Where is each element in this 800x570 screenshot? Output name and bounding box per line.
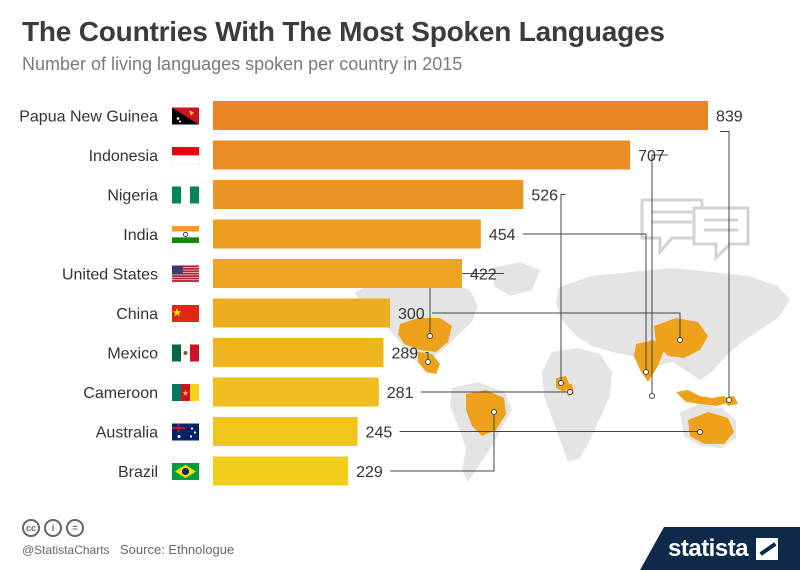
value-label: 300 bbox=[398, 306, 425, 323]
category-label: Australia bbox=[96, 425, 158, 442]
value-label: 289 bbox=[392, 346, 419, 363]
leader-line bbox=[522, 233, 647, 372]
leader-line bbox=[560, 194, 566, 383]
map-africa bbox=[542, 348, 612, 462]
source-note: Source: Ethnologue bbox=[120, 542, 235, 557]
value-labels: 839 707 526 454 422 300 289 281 245 229 bbox=[356, 109, 743, 482]
value-label: 281 bbox=[387, 385, 414, 402]
leader-line bbox=[399, 431, 701, 432]
leader-line bbox=[651, 154, 669, 396]
india-flag-icon bbox=[172, 226, 199, 243]
statista-mark-icon bbox=[756, 537, 779, 560]
leader-dot bbox=[643, 369, 649, 375]
map-highlight-indonesia bbox=[676, 390, 732, 406]
bar-australia bbox=[213, 417, 358, 446]
leader-dot bbox=[726, 397, 732, 403]
value-label: 707 bbox=[638, 148, 665, 165]
leader-dot bbox=[697, 429, 703, 435]
twitter-handle[interactable]: @StatistaCharts bbox=[22, 543, 110, 557]
category-label: Papua New Guinea bbox=[19, 109, 158, 126]
value-label: 229 bbox=[356, 464, 383, 481]
map-highlight-australia bbox=[688, 412, 734, 444]
united-states-flag-icon bbox=[171, 265, 200, 283]
bar-papua-new-guinea bbox=[213, 101, 708, 130]
chart-subtitle: Number of living languages spoken per co… bbox=[22, 54, 463, 74]
indonesia-flag-icon bbox=[171, 147, 200, 165]
no-derivatives-icon[interactable]: = bbox=[66, 519, 84, 537]
map-greenland bbox=[492, 262, 540, 296]
leader-line bbox=[425, 352, 429, 362]
bar-cameroon bbox=[213, 377, 379, 407]
leader-dot bbox=[677, 337, 683, 343]
category-label: Indonesia bbox=[89, 148, 158, 165]
cc-icon[interactable]: cc bbox=[22, 519, 40, 537]
bar-brazil bbox=[213, 456, 349, 486]
bar-indonesia bbox=[213, 140, 631, 170]
map-highlight-india bbox=[634, 340, 664, 382]
category-label: Brazil bbox=[118, 464, 158, 481]
brand-name: statista bbox=[668, 534, 749, 562]
value-label: 454 bbox=[489, 227, 516, 244]
leader-dot bbox=[425, 359, 431, 365]
brazil-flag-icon bbox=[172, 463, 199, 480]
papua-new-guinea-flag-icon bbox=[172, 107, 199, 125]
leader-lines bbox=[390, 131, 732, 472]
flags bbox=[171, 107, 200, 480]
leader-dot bbox=[427, 333, 433, 339]
bar-united-states bbox=[213, 259, 462, 288]
category-label: India bbox=[123, 227, 158, 244]
leader-line bbox=[720, 131, 730, 400]
category-label: China bbox=[116, 306, 158, 323]
bar-india bbox=[213, 219, 481, 249]
cameroon-flag-icon bbox=[172, 384, 199, 401]
leader-dot bbox=[491, 409, 497, 415]
china-flag-icon bbox=[172, 305, 199, 322]
bar-nigeria bbox=[213, 180, 524, 209]
attribution-icon[interactable]: i bbox=[44, 519, 62, 537]
category-label: Mexico bbox=[107, 346, 158, 363]
value-label: 839 bbox=[716, 109, 743, 126]
australia-flag-icon bbox=[172, 423, 199, 441]
bar-mexico bbox=[213, 338, 384, 367]
speech-bubble-icon bbox=[640, 198, 704, 257]
map-highlight-brazil bbox=[466, 390, 506, 436]
value-label: 526 bbox=[531, 188, 558, 205]
nigeria-flag-icon bbox=[172, 186, 199, 204]
speech-bubble-icon bbox=[692, 206, 750, 262]
map-highlight-united-states bbox=[398, 318, 452, 352]
leader-line bbox=[390, 412, 495, 472]
category-labels: Papua New Guinea Indonesia Nigeria India Uni… bbox=[19, 109, 158, 482]
value-label: 245 bbox=[366, 425, 393, 442]
category-label: Cameroon bbox=[83, 385, 158, 402]
value-label: 422 bbox=[470, 267, 497, 284]
leader-dot bbox=[567, 389, 573, 395]
category-label: Nigeria bbox=[107, 188, 158, 205]
chart-title: The Countries With The Most Spoken Langu… bbox=[22, 16, 665, 47]
leader-dot bbox=[649, 393, 655, 399]
leader-line bbox=[431, 312, 681, 340]
category-label: United States bbox=[62, 267, 158, 284]
bar-chart: Papua New Guinea Indonesia Nigeria India Uni… bbox=[19, 101, 790, 486]
leader-dot bbox=[558, 380, 564, 386]
license-icons: cc i = bbox=[22, 519, 84, 537]
bar-china bbox=[213, 298, 390, 328]
mexico-flag-icon bbox=[172, 344, 199, 362]
statista-logo[interactable]: statista bbox=[640, 527, 800, 570]
bars bbox=[213, 101, 708, 486]
